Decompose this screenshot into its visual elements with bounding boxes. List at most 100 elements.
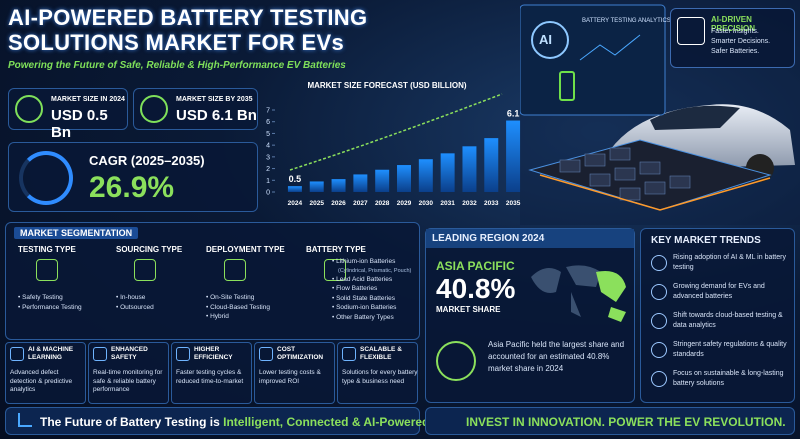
footer-slogan: INVEST IN INNOVATION. POWER THE EV REVOL… [466,415,786,429]
segment-item: • Other Battery Types [332,313,394,321]
chart-title: MARKET SIZE FORECAST (USD BILLION) [307,81,466,90]
segment-title: TESTING TYPE [18,245,76,254]
bar [462,146,477,192]
region-label: MARKET SHARE [436,305,501,314]
stat-value: USD 0.5 Bn [51,107,108,141]
cagr-box: CAGR (2025–2035) 26.9% [8,142,258,212]
features: AI & MACHINE LEARNING Advanced defect det… [5,342,420,404]
bar [418,159,433,192]
stat-icon [15,95,43,123]
feature-icon [342,347,356,361]
segment-item: • Cloud-Based Testing [206,303,270,311]
feature-title: COST OPTIMIZATION [277,346,324,361]
badge-icon [677,17,705,45]
x-tick-label: 2031 [440,200,455,207]
segment-items: • Safety Testing • Performance Testing [18,293,82,312]
feature: AI & MACHINE LEARNING Advanced defect det… [5,342,86,404]
footer-tagline: The Future of Battery Testing is Intelli… [40,415,429,429]
feature-icon [259,347,273,361]
x-tick-label: 2033 [484,200,499,207]
data-label: 6.1 [507,109,520,119]
screen-label: BATTERY TESTING ANALYTICS [582,18,671,24]
bar [309,181,324,192]
segment-icon [324,259,346,281]
bar [440,153,455,192]
segment-item: • Lithium-ion Batteries [332,258,396,265]
badge-line: Faster Insights. [711,28,759,35]
stat-box: MARKET SIZE IN 2024 USD 0.5 Bn [8,88,128,141]
feature-title: HIGHER EFFICIENCY [194,346,233,361]
feature: SCALABLE & FLEXIBLE Solutions for every b… [337,342,418,404]
feature-text: Real-time monitoring for safe & reliable… [93,369,163,393]
segment-title: DEPLOYMENT TYPE [206,245,285,254]
bar [331,179,346,192]
subtitle: Powering the Future of Safe, Reliable & … [8,60,346,71]
bar [397,165,411,192]
feature-text: Lower testing costs & improved ROI [259,369,321,385]
segment-item: • Safety Testing [18,294,63,301]
bar [484,138,499,192]
y-tick-label: 6 [266,119,270,126]
stat-label: MARKET SIZE BY 2035 [176,96,253,103]
cagr-icon [19,151,73,205]
trends-panel: KEY MARKET TRENDS Rising adoption of AI … [640,228,795,403]
bar [353,174,368,192]
cagr-label: CAGR (2025–2035) [89,153,205,168]
title-line: SOLUTIONS MARKET FOR EVs [8,30,344,55]
segment-item: • In-house [116,294,146,301]
chart: MARKET SIZE FORECAST (USD BILLION) 0 1 2 3 4… [266,81,521,207]
feature-text: Faster testing cycles & reduced time-to-… [176,369,244,385]
segment-item: • Sodium-ion Batteries [332,304,397,311]
bar [375,169,390,192]
footer-right: INVEST IN INNOVATION. POWER THE EV REVOL… [425,407,795,435]
footer-text: The Future of Battery Testing is [40,415,224,429]
trend-item: Growing demand for EVs and advanced batt… [673,283,765,300]
region-value: 40.8% [436,273,516,304]
segment-note: (Cylindrical, Prismatic, Pouch) [338,267,412,274]
region-text: Asia Pacific held the largest share and … [488,340,625,373]
x-tick-label: 2035 [506,200,521,207]
badge-line: Smarter Decisions. [711,38,771,45]
feature-title: AI & MACHINE LEARNING [28,346,74,361]
segment-icon [224,259,246,281]
feature-text: Solutions for every battery type & busin… [342,369,418,385]
x-tick-label: 2026 [331,200,346,207]
x-tick-label: 2025 [309,200,324,207]
footer-icon [18,413,32,427]
region-name: ASIA PACIFIC [436,259,515,273]
feature-text: Advanced defect detection & predictive a… [10,369,73,393]
trends-title: KEY MARKET TRENDS [651,235,761,246]
segmentation-title: MARKET SEGMENTATION [14,227,139,239]
bar [287,186,302,192]
y-tick-label: 1 [266,178,270,185]
segment-items: • On-Site Testing • Cloud-Based Testing • … [206,293,270,322]
feature-icon [10,347,24,361]
x-tick-label: 2028 [375,200,390,207]
segment-title: SOURCING TYPE [116,245,183,254]
badge-line: Safer Batteries. [711,48,760,55]
trend-item: Focus on sustainable & long-lasting batt… [673,370,784,387]
y-tick-label: 7 [266,108,270,115]
segment-item: • Flow Batteries [332,285,378,292]
y-tick-label: 4 [266,143,270,150]
y-tick-label: 2 [266,166,270,173]
trend-item: Stringent safety regulations & quality s… [673,341,787,358]
people-icon [436,341,476,381]
feature: HIGHER EFFICIENCY Faster testing cycles &… [171,342,252,404]
feature-title: SCALABLE & FLEXIBLE [360,346,402,361]
data-label: 0.5 [289,174,302,184]
feature-icon [93,347,107,361]
segment-items: • Lithium-ion Batteries (Cylindrical, Pri… [332,257,411,322]
stat-box: MARKET SIZE BY 2035 USD 6.1 Bn [133,88,258,130]
stat-icon [140,95,168,123]
y-tick-label: 5 [266,131,270,138]
feature-icon [176,347,190,361]
badge: AI-DRIVEN PRECISION Faster Insights. Smar… [670,8,795,68]
x-tick-label: 2030 [419,200,434,207]
segmentation-panel: MARKET SEGMENTATION TESTING TYPE • Safety… [5,222,420,340]
header: AI-POWERED BATTERY TESTING SOLUTIONS MAR… [8,5,367,55]
segment-items: • In-house • Outsourced [116,293,154,312]
region-title: LEADING REGION 2024 [426,229,634,248]
segment-item: • Lead Acid Batteries [332,275,393,283]
